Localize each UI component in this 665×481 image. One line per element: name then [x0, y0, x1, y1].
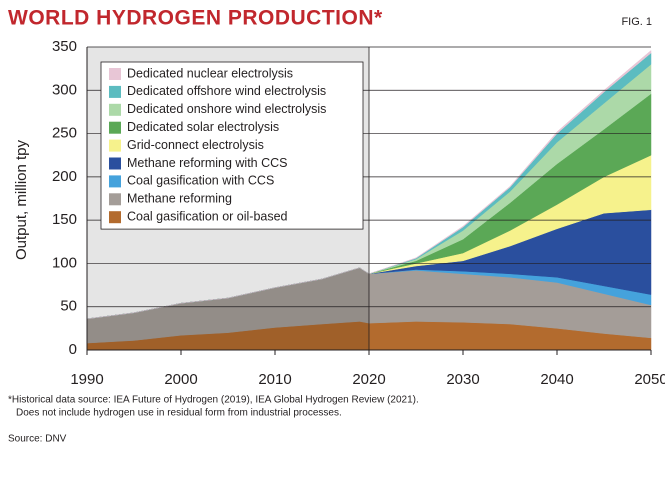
legend-label: Grid-connect electrolysis [127, 138, 264, 152]
legend-swatch [109, 175, 121, 188]
legend-label: Coal gasification or oil-based [127, 209, 288, 223]
x-tick-label: 1990 [70, 371, 103, 388]
footnote: *Historical data source: IEA Future of H… [8, 395, 419, 406]
x-tick-label: 2050 [634, 371, 665, 388]
y-tick-label: 150 [52, 211, 77, 228]
figure-label: FIG. 1 [621, 16, 652, 28]
legend-box [100, 61, 364, 230]
chart-title: WORLD HYDROGEN PRODUCTION* [8, 7, 383, 30]
legend-swatch [109, 121, 121, 134]
y-tick-label: 50 [60, 298, 77, 315]
legend-label: Methane reforming with CCS [127, 156, 287, 170]
y-tick-label: 100 [52, 254, 77, 271]
legend-label: Dedicated offshore wind electrolysis [127, 84, 326, 98]
y-tick-label: 300 [52, 81, 77, 98]
legend-label: Dedicated onshore wind electrolysis [127, 102, 326, 116]
legend-label: Dedicated solar electrolysis [127, 120, 279, 134]
x-tick-label: 2040 [540, 371, 573, 388]
legend-swatch [109, 85, 121, 98]
legend-label: Methane reforming [127, 192, 232, 206]
y-tick-label: 350 [52, 38, 77, 55]
y-tick-label: 250 [52, 125, 77, 142]
area [86, 49, 652, 320]
legend-swatch [109, 68, 121, 80]
y-axis-label: Output, million tpy [13, 139, 30, 260]
y-tick-label: 200 [52, 168, 77, 185]
legend-label: Dedicated nuclear electrolysis [127, 66, 293, 80]
legend-label: Coal gasification with CCS [127, 174, 274, 188]
y-tick-label: 0 [69, 341, 77, 358]
legend-swatch [109, 193, 121, 206]
x-tick-label: 2030 [446, 371, 479, 388]
x-tick-label: 2000 [164, 371, 197, 388]
x-tick-label: 2010 [258, 371, 291, 388]
legend-swatch [109, 103, 121, 116]
legend-swatch [109, 211, 121, 224]
x-tick-label: 2020 [352, 371, 385, 388]
legend-swatch [109, 139, 121, 152]
source: Source: DNV [8, 434, 67, 445]
footnote: Does not include hydrogen use in residua… [16, 408, 342, 419]
legend-swatch [109, 157, 121, 170]
